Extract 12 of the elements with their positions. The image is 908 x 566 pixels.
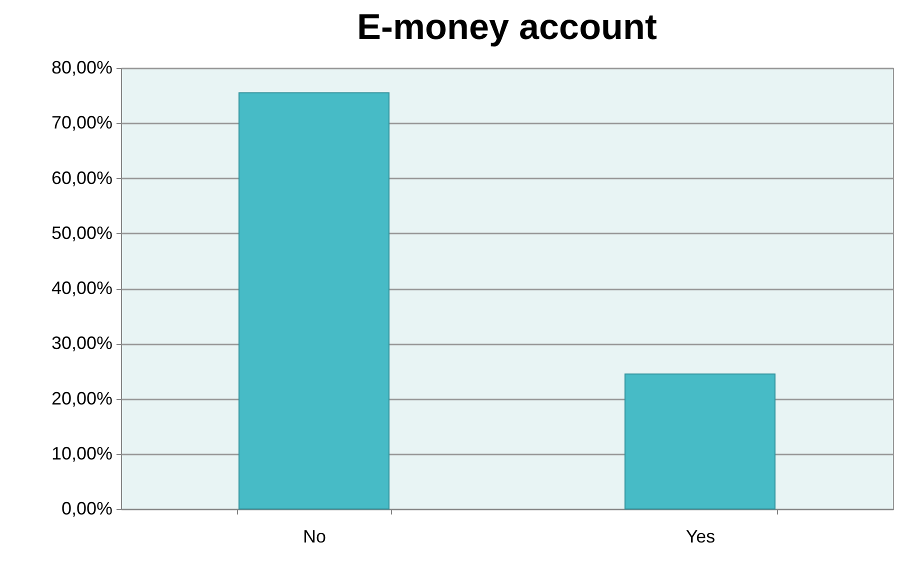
y-tick-label: 20,00% — [51, 388, 112, 408]
y-tick-label: 50,00% — [51, 222, 112, 243]
y-tick-label: 40,00% — [51, 278, 112, 298]
x-tick-label: No — [302, 526, 326, 546]
y-tick-label: 0,00% — [61, 498, 112, 518]
y-tick-label: 80,00% — [51, 58, 112, 78]
y-tick-label: 10,00% — [51, 443, 112, 464]
x-tick-label: Yes — [686, 526, 716, 546]
y-tick-label: 30,00% — [51, 333, 112, 354]
y-tick-label: 70,00% — [51, 112, 112, 133]
y-tick-label: 60,00% — [51, 168, 112, 188]
chart-title: E-money account — [356, 6, 658, 47]
